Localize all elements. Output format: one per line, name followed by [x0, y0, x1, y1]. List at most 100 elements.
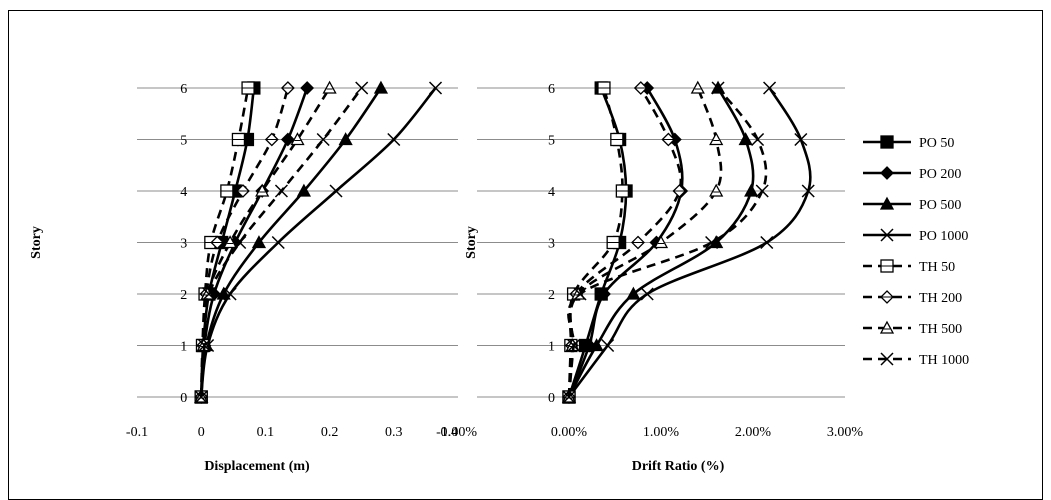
y-tick-label: 5 [548, 134, 555, 149]
x-axis-title: Displacement (m) [204, 459, 310, 474]
data-point [738, 132, 753, 146]
legend-label: TH 200 [919, 291, 962, 306]
x-tick-label: 2.00% [735, 425, 772, 440]
data-point [233, 235, 247, 250]
data-point [290, 132, 305, 146]
legend-label: TH 1000 [919, 353, 969, 368]
legend-label: TH 500 [919, 322, 962, 337]
x-tick-label: 0.3 [385, 425, 403, 440]
data-point [223, 287, 237, 301]
legend-item: PO 1000 [863, 228, 968, 244]
data-point [387, 132, 401, 147]
y-axis-title: Story [464, 226, 479, 259]
x-tick-label: 0.4 [441, 425, 459, 440]
data-point [601, 338, 615, 353]
legend-label: PO 1000 [919, 229, 968, 244]
legend-item: TH 1000 [863, 352, 969, 368]
y-tick-label: 4 [548, 185, 555, 200]
data-point [222, 235, 238, 249]
legend-item: PO 50 [863, 135, 954, 151]
data-point [322, 80, 337, 94]
legend-marker [880, 228, 894, 242]
data-point [338, 132, 353, 146]
y-tick-label: 2 [180, 288, 187, 303]
legend-marker [880, 352, 894, 366]
x-tick-label: 0 [198, 425, 205, 440]
y-tick-label: 3 [548, 237, 555, 252]
legend-item: PO 500 [863, 196, 961, 213]
data-point [597, 287, 611, 301]
y-tick-label: 1 [548, 340, 555, 355]
data-point [255, 183, 270, 197]
x-tick-label: 0.00% [551, 425, 588, 440]
legend-marker [879, 320, 895, 334]
legend-label: PO 500 [919, 198, 961, 213]
data-point [428, 81, 443, 95]
legend-label: PO 200 [919, 167, 961, 182]
y-tick-label: 1 [180, 340, 187, 355]
y-tick-label: 0 [548, 391, 555, 406]
data-point [355, 81, 369, 95]
x-tick-label: 0.2 [321, 425, 339, 440]
data-point [274, 184, 288, 198]
x-tick-label: 0.1 [257, 425, 275, 440]
data-point [197, 338, 211, 353]
data-point [194, 390, 208, 404]
chart-panel-2: 0 1 2 3 4 5 6 -1.00% 0.00% 1.00% 2.00% 3.00% Drift R… [436, 80, 864, 474]
data-point [562, 390, 576, 404]
legend-label: TH 50 [919, 260, 955, 275]
x-tick-label: -0.1 [126, 425, 148, 440]
data-point [755, 184, 769, 198]
data-point [626, 286, 641, 300]
data-point [653, 235, 669, 249]
data-point [801, 184, 815, 198]
legend-marker [880, 135, 894, 149]
x-tick-label: 3.00% [827, 425, 864, 440]
x-tick-label: 1.00% [643, 425, 680, 440]
x-tick-label: -1.00% [436, 425, 477, 440]
data-point [763, 81, 777, 95]
data-point [709, 183, 724, 197]
data-point [744, 183, 759, 197]
x-axis-title: Drift Ratio (%) [632, 459, 725, 474]
data-point [640, 287, 654, 301]
data-point [705, 235, 719, 250]
y-tick-label: 4 [180, 185, 187, 200]
y-tick-label: 3 [180, 237, 187, 252]
data-point [202, 287, 216, 301]
data-point [709, 132, 724, 146]
legend-item: PO 200 [863, 166, 961, 182]
data-point [760, 235, 774, 250]
legend-marker [879, 196, 895, 210]
data-point [711, 81, 725, 95]
y-tick-label: 6 [180, 82, 187, 97]
data-point [280, 132, 295, 147]
legend-item: TH 50 [863, 259, 955, 275]
y-tick-label: 5 [180, 134, 187, 149]
data-point [300, 81, 315, 95]
figure-frame [8, 10, 1043, 500]
y-tick-label: 2 [548, 288, 555, 303]
data-point [573, 287, 587, 301]
data-point [316, 132, 330, 147]
data-point [216, 286, 231, 300]
legend-item: TH 200 [863, 290, 962, 306]
series-th-1000 [194, 81, 369, 404]
data-point [751, 132, 765, 147]
data-point [373, 80, 389, 94]
series-th-1000 [562, 81, 769, 404]
data-point [296, 183, 312, 197]
data-point [251, 235, 267, 249]
legend-marker [880, 166, 894, 180]
y-tick-label: 0 [180, 391, 187, 406]
y-tick-label: 6 [548, 82, 555, 97]
data-point [690, 80, 705, 94]
data-point [589, 338, 604, 352]
data-point [567, 338, 581, 353]
legend-label: PO 50 [919, 136, 954, 151]
legend: PO 50 PO 200 PO 500 PO 1000 TH 50 TH 200 TH 50… [863, 135, 969, 368]
data-point [271, 235, 285, 250]
y-axis-title: Story [29, 226, 44, 259]
data-point [329, 184, 343, 198]
